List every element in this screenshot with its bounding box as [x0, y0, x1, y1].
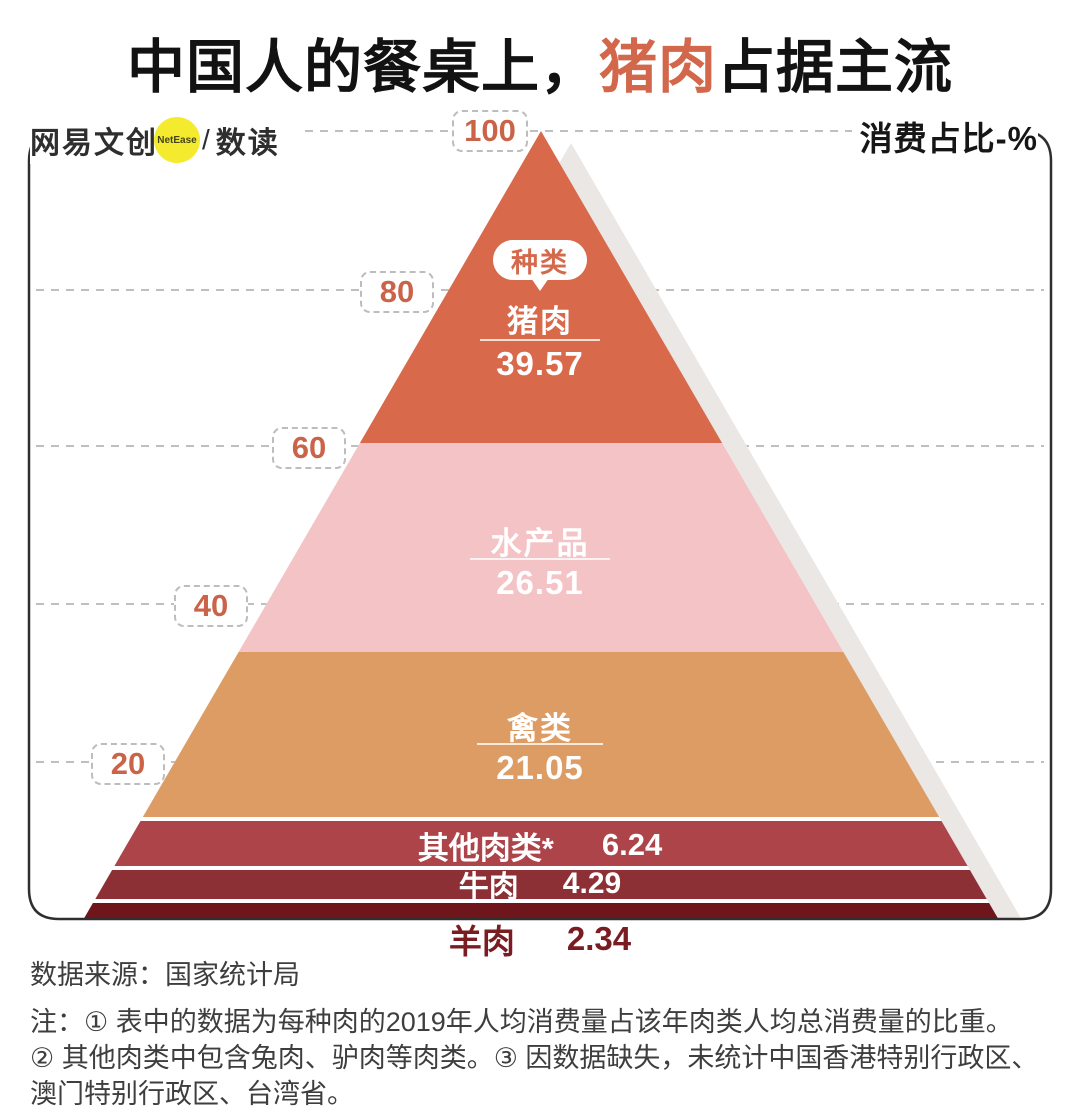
mutton-value: 2.34 [566, 920, 632, 957]
logo-slash: / [202, 124, 210, 155]
segment-mutton [82, 903, 1000, 920]
tick-label-80: 80 [360, 271, 434, 313]
other-meat-label: 其他肉类* [417, 830, 554, 866]
mutton-row: 羊肉 2.34 [0, 920, 1080, 960]
poultry-divider [477, 743, 603, 745]
footnote-line-2: ② 其他肉类中包含兔肉、驴肉等肉类。③ 因数据缺失，未统计中国香港特别行政区、 [30, 1043, 1039, 1073]
tick-label-40: 40 [174, 585, 248, 627]
beef-row: 牛肉 4.29 [0, 867, 1080, 904]
segment-beef [95, 870, 987, 899]
netease-badge-icon: NetEase [154, 117, 200, 163]
title-suffix: 占据主流 [717, 35, 954, 100]
tick-label-60: 60 [272, 427, 346, 469]
logo-brand-text: 网易文创 [30, 127, 158, 160]
footer: 数据来源：国家统计局 注：① 表中的数据为每种肉的2019年人均消费量占该年肉类… [30, 953, 1060, 1107]
title-highlight: 猪肉 [598, 35, 717, 100]
axis-unit-label: 消费占比-% [851, 112, 1038, 160]
poultry-label: 禽类 [507, 711, 573, 746]
netease-logo: 网易文创 NetEase / 数读 [30, 116, 288, 164]
aquatic-label: 水产品 [490, 526, 590, 561]
beef-label: 牛肉 [458, 871, 519, 904]
footnote-line-1: 注：① 表中的数据为每种肉的2019年人均消费量占该年肉类人均总消费量的比重。 [30, 1007, 1013, 1037]
segment-poultry [142, 652, 940, 817]
tick-label-100: 100 [452, 110, 528, 152]
segment-aquatic [238, 443, 844, 652]
page-title: 中国人的餐桌上，猪肉占据主流 [0, 20, 1080, 104]
mutton-label: 羊肉 [448, 923, 515, 960]
footnotes: 注：① 表中的数据为每种肉的2019年人均消费量占该年肉类人均总消费量的比重。 … [30, 1004, 1060, 1107]
poultry-value: 21.05 [496, 749, 584, 786]
title-prefix: 中国人的餐桌上， [126, 35, 599, 100]
aquatic-divider [470, 558, 610, 560]
segment-other-meat [114, 821, 968, 866]
axis-unit-suffix: -% [995, 120, 1038, 157]
pork-value: 39.57 [496, 345, 584, 382]
speech-bubble-tail-icon [531, 278, 549, 291]
logo-sub-brand: 数读 [215, 127, 280, 160]
footnote-line-3: 澳门特别行政区、台湾省。 [30, 1079, 354, 1107]
pork-label: 猪肉 [507, 304, 573, 339]
data-source: 数据来源：国家统计局 [30, 960, 300, 990]
category-badge-text: 种类 [493, 240, 587, 280]
other-meat-row: 其他肉类* 6.24 [0, 824, 1080, 866]
tick-label-20: 20 [91, 743, 165, 785]
axis-unit-text: 消费占比 [859, 120, 996, 157]
beef-value: 4.29 [562, 867, 622, 900]
category-badge: 种类 [0, 240, 1080, 291]
aquatic-value: 26.51 [496, 564, 584, 601]
other-meat-value: 6.24 [601, 827, 663, 862]
pork-divider [480, 339, 600, 341]
